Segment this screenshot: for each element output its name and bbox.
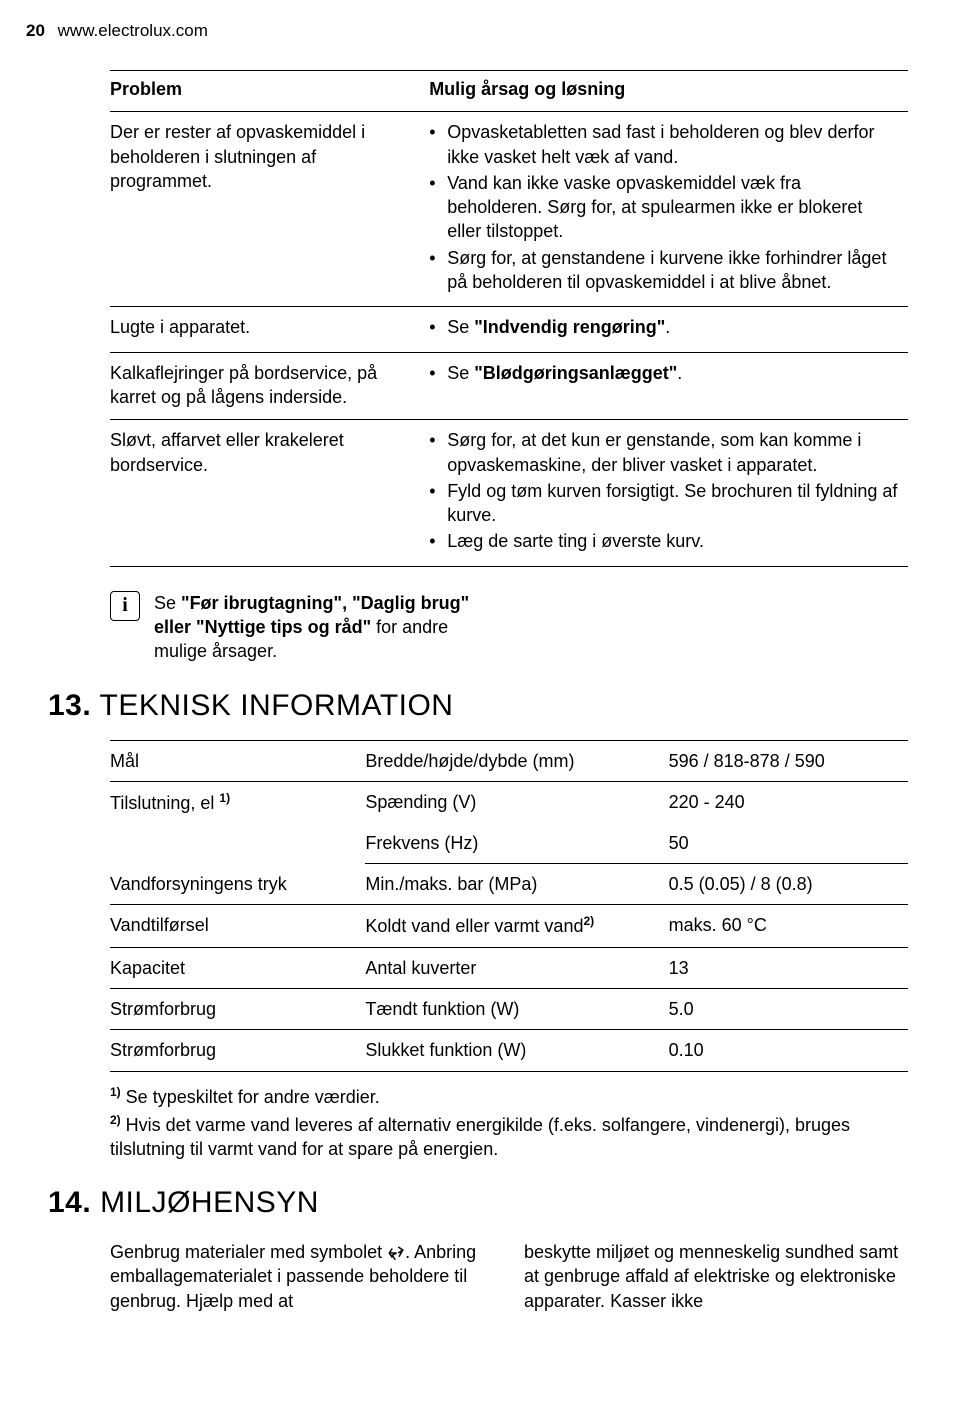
spec-param: Frekvens (Hz) [365, 823, 668, 864]
footnote-marker: 1) [110, 1085, 121, 1099]
spec-label: Strømforbrug [110, 1030, 365, 1071]
spec-value: 5.0 [669, 988, 908, 1029]
spec-param: Bredde/højde/dybde (mm) [365, 741, 668, 782]
table-row: Kalkaflejringer på bordservice, på karre… [110, 352, 908, 420]
page-number: 20 [26, 21, 45, 40]
spec-param: Antal kuverter [365, 947, 668, 988]
col-cause-header: Mulig årsag og løsning [429, 71, 908, 112]
table-row: Sløvt, affarvet eller krakeleret bordser… [110, 420, 908, 566]
table-row: Tilslutning, el 1) Spænding (V) 220 - 24… [110, 782, 908, 823]
page-header: 20 www.electrolux.com [26, 20, 208, 43]
solution-cell: Opvasketabletten sad fast i beholderen o… [429, 112, 908, 307]
col-problem-header: Problem [110, 71, 429, 112]
solution-cell: Sørg for, at det kun er genstande, som k… [429, 420, 908, 566]
spec-value: 220 - 240 [669, 782, 908, 823]
recycle-icon [387, 1244, 405, 1262]
bold-term: "Indvendig rengøring" [474, 317, 665, 337]
spec-value: 596 / 818-878 / 590 [669, 741, 908, 782]
table-row: Mål Bredde/højde/dybde (mm) 596 / 818-87… [110, 741, 908, 782]
spec-param: Spænding (V) [365, 782, 668, 823]
spec-label: Vandtilførsel [110, 905, 365, 947]
spec-param: Tændt funktion (W) [365, 988, 668, 1029]
spec-value: 13 [669, 947, 908, 988]
list-item: Sørg for, at genstandene i kurvene ikke … [429, 246, 900, 295]
problem-cell: Lugte i apparatet. [110, 307, 429, 352]
list-item: Vand kan ikke vaske opvaskemiddel væk fr… [429, 171, 900, 244]
list-item: Se "Blødgøringsanlægget". [429, 361, 900, 385]
info-pre: Se [154, 593, 181, 613]
solution-cell: Se "Indvendig rengøring". [429, 307, 908, 352]
problem-cell: Kalkaflejringer på bordservice, på karre… [110, 352, 429, 420]
spec-label: Tilslutning, el 1) [110, 782, 365, 864]
section-title: TEKNISK INFORMATION [100, 689, 454, 722]
footnote-marker: 2) [110, 1113, 121, 1127]
list-item: Læg de sarte ting i øverste kurv. [429, 529, 900, 553]
table-row: Vandtilførsel Koldt vand eller varmt van… [110, 905, 908, 947]
list-item: Se "Indvendig rengøring". [429, 315, 900, 339]
problems-table: Problem Mulig årsag og løsning Der er re… [110, 70, 908, 567]
spec-param: Slukket funktion (W) [365, 1030, 668, 1071]
recycle-text-a: Genbrug materialer med symbolet [110, 1242, 387, 1262]
footnote-ref: 2) [583, 914, 594, 928]
info-text: Se "Før ibrugtagning", "Daglig brug" ell… [154, 591, 474, 664]
section-title: MILJØHENSYN [100, 1186, 319, 1219]
table-row: Strømforbrug Tændt funktion (W) 5.0 [110, 988, 908, 1029]
bold-term: "Blødgøringsanlægget" [474, 363, 677, 383]
spec-label: Vandforsyningens tryk [110, 864, 365, 905]
table-row: Lugte i apparatet. Se "Indvendig rengøri… [110, 307, 908, 352]
spec-label: Mål [110, 741, 365, 782]
footnotes: 1) Se typeskiltet for andre værdier. 2) … [110, 1084, 908, 1162]
table-row: Strømforbrug Slukket funktion (W) 0.10 [110, 1030, 908, 1071]
section-14-heading: 14. MILJØHENSYN [48, 1183, 908, 1224]
section-number: 14. [48, 1186, 91, 1219]
spec-param: Min./maks. bar (MPa) [365, 864, 668, 905]
col-left: Genbrug materialer med symbolet . Anbrin… [110, 1240, 494, 1313]
footnote-1: 1) Se typeskiltet for andre værdier. [110, 1084, 908, 1109]
spec-label: Strømforbrug [110, 988, 365, 1029]
list-item: Fyld og tøm kurven forsigtigt. Se brochu… [429, 479, 900, 528]
problem-cell: Sløvt, affarvet eller krakeleret bordser… [110, 420, 429, 566]
footnote-ref: 1) [219, 791, 230, 805]
footnote-2: 2) Hvis det varme vand leveres af altern… [110, 1112, 908, 1162]
table-row: Der er rester af opvaskemiddel i beholde… [110, 112, 908, 307]
spec-value: 50 [669, 823, 908, 864]
info-note: i Se "Før ibrugtagning", "Daglig brug" e… [110, 591, 908, 664]
solution-cell: Se "Blødgøringsanlægget". [429, 352, 908, 420]
info-icon: i [110, 591, 140, 621]
header-url: www.electrolux.com [58, 21, 208, 40]
section-number: 13. [48, 689, 91, 722]
spec-value: 0.5 (0.05) / 8 (0.8) [669, 864, 908, 905]
table-row: Kapacitet Antal kuverter 13 [110, 947, 908, 988]
spec-label: Kapacitet [110, 947, 365, 988]
problem-cell: Der er rester af opvaskemiddel i beholde… [110, 112, 429, 307]
section-13-heading: 13. TEKNISK INFORMATION [48, 686, 908, 727]
spec-param: Koldt vand eller varmt vand2) [365, 905, 668, 947]
spec-value: maks. 60 °C [669, 905, 908, 947]
spec-value: 0.10 [669, 1030, 908, 1071]
spec-table: Mål Bredde/højde/dybde (mm) 596 / 818-87… [110, 740, 908, 1071]
table-row: Vandforsyningens tryk Min./maks. bar (MP… [110, 864, 908, 905]
list-item: Opvasketabletten sad fast i beholderen o… [429, 120, 900, 169]
list-item: Sørg for, at det kun er genstande, som k… [429, 428, 900, 477]
col-right: beskytte miljøet og menneskelig sundhed … [524, 1240, 908, 1313]
recycle-paragraph: Genbrug materialer med symbolet . Anbrin… [110, 1240, 908, 1313]
